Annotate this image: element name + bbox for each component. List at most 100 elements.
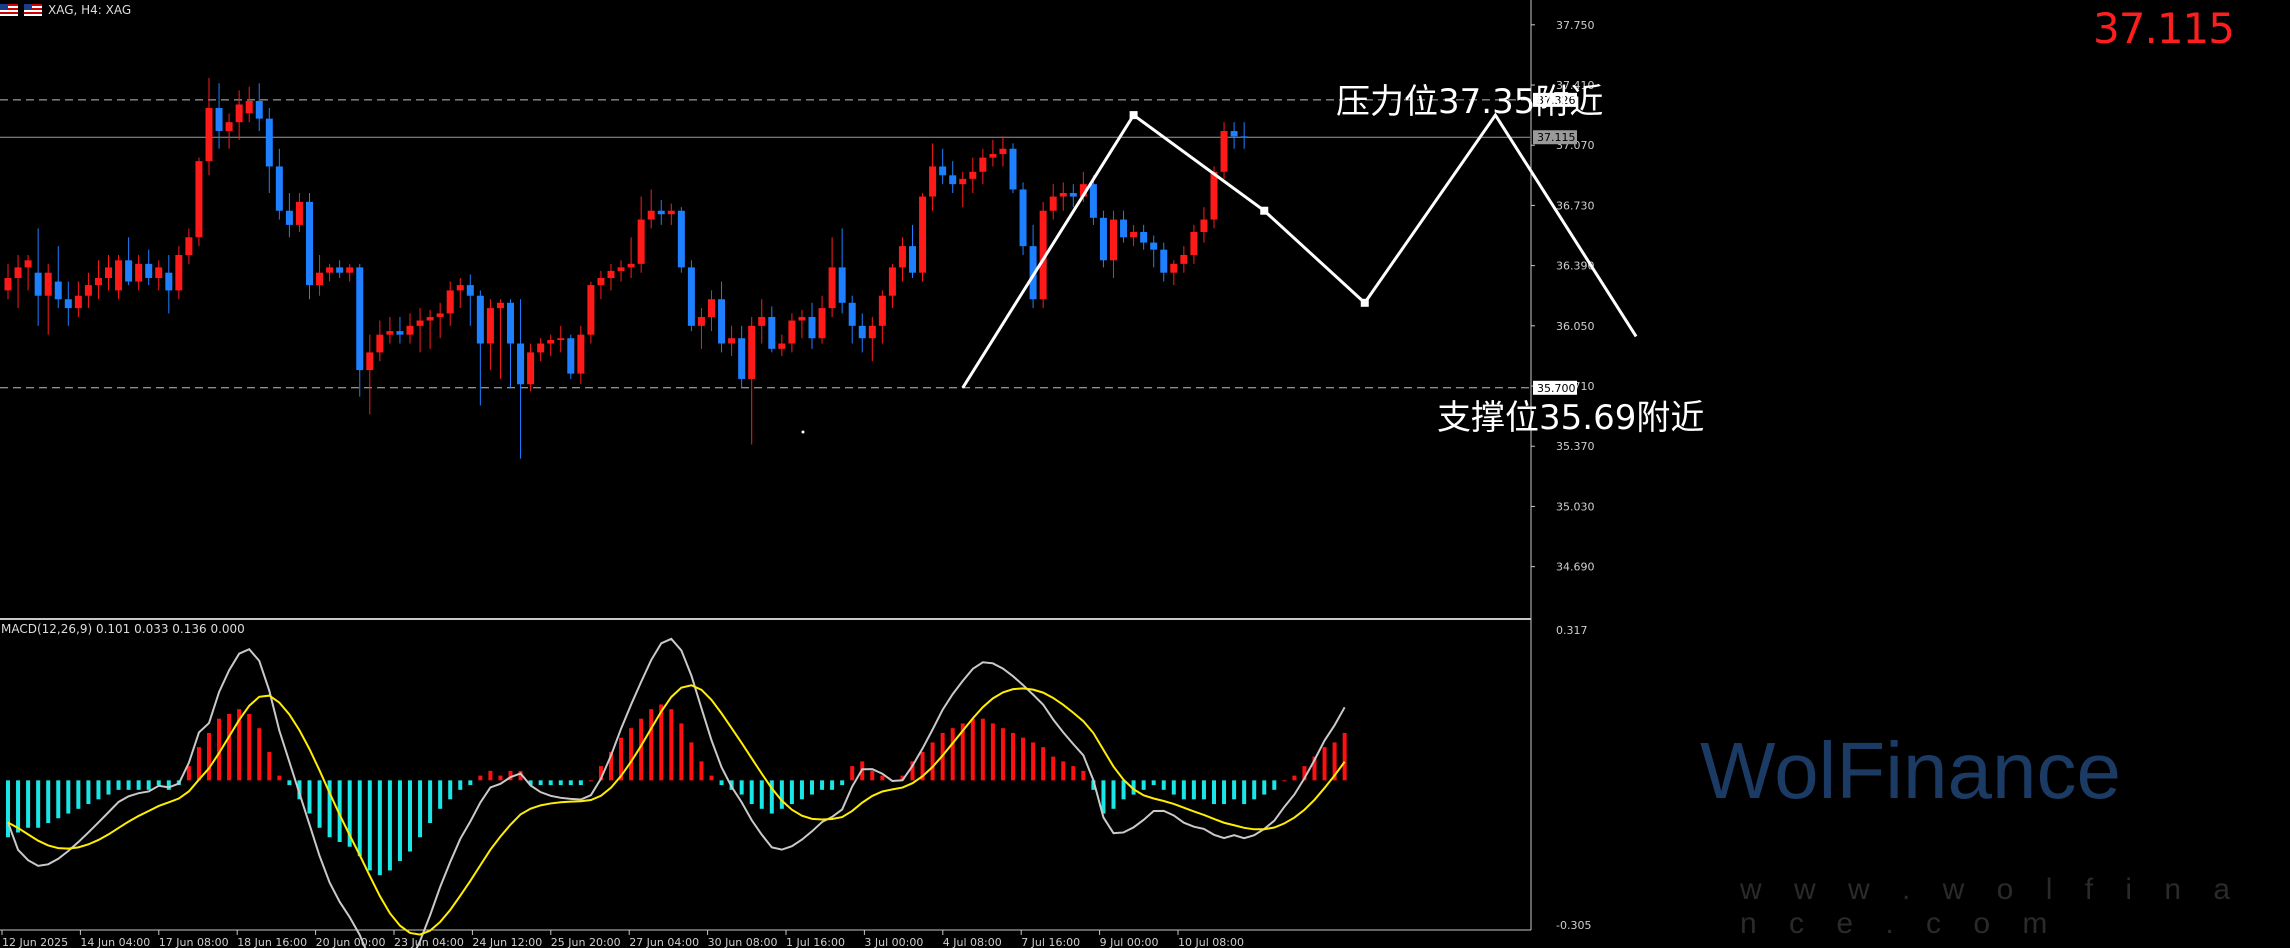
candle-body bbox=[1009, 148, 1017, 190]
candle-body bbox=[306, 201, 313, 286]
candle-body bbox=[547, 339, 555, 344]
price-tick-label: 36.390 bbox=[1556, 260, 1595, 273]
candle-body bbox=[627, 263, 635, 268]
candle-body bbox=[165, 272, 173, 291]
candle-body bbox=[657, 210, 665, 215]
macd-histogram-bar bbox=[377, 780, 382, 876]
macd-histogram-bar bbox=[789, 780, 794, 805]
candle-body bbox=[1110, 219, 1117, 261]
zigzag-vertex bbox=[1360, 298, 1369, 307]
candle-body bbox=[406, 325, 414, 335]
zigzag-vertex bbox=[1129, 111, 1138, 120]
candle-body bbox=[728, 338, 736, 344]
macd-histogram-bar bbox=[749, 780, 754, 805]
macd-histogram-bar bbox=[116, 780, 121, 790]
candle-body bbox=[1069, 193, 1077, 197]
candle-body bbox=[828, 267, 836, 309]
macd-histogram-bar bbox=[387, 780, 392, 871]
macd-histogram-bar bbox=[548, 780, 553, 786]
macd-histogram-bar bbox=[146, 780, 151, 790]
macd-histogram-bar bbox=[56, 780, 61, 819]
candle-body bbox=[1099, 217, 1107, 261]
macd-histogram-bar bbox=[619, 737, 624, 781]
candle-body bbox=[778, 343, 786, 349]
candle-body bbox=[1220, 131, 1228, 172]
candle-body bbox=[235, 104, 243, 123]
candle-body bbox=[959, 178, 967, 185]
macd-histogram-bar bbox=[799, 780, 804, 800]
candle-body bbox=[878, 295, 886, 326]
macd-histogram-bar bbox=[1121, 780, 1126, 800]
candle-body bbox=[848, 302, 856, 326]
macd-histogram-bar bbox=[850, 766, 855, 781]
trend-zigzag-line bbox=[961, 112, 1638, 389]
candle-body bbox=[1190, 231, 1198, 255]
macd-histogram-bar bbox=[156, 780, 161, 786]
macd-histogram-bar bbox=[598, 766, 603, 781]
time-tick-label: 17 Jun 08:00 bbox=[159, 936, 229, 948]
candle-body bbox=[215, 108, 223, 132]
macd-line bbox=[7, 637, 1346, 948]
time-tick-label: 23 Jun 04:00 bbox=[394, 936, 464, 948]
candle-body bbox=[607, 270, 615, 279]
macd-signal-line bbox=[7, 684, 1346, 936]
candle-body bbox=[1230, 131, 1238, 137]
macd-histogram-bar bbox=[1322, 747, 1327, 781]
price-tick-label: 36.730 bbox=[1556, 199, 1595, 212]
candle-body bbox=[486, 308, 494, 344]
candle-body bbox=[1049, 196, 1057, 211]
candle-body bbox=[476, 295, 484, 344]
candle-body bbox=[687, 267, 695, 326]
candle-body bbox=[637, 219, 645, 264]
macd-histogram-bar bbox=[1181, 780, 1186, 800]
candle-body bbox=[14, 267, 22, 279]
price-marker-box bbox=[1533, 380, 1577, 395]
macd-histogram-bar bbox=[578, 780, 583, 786]
candle-body bbox=[44, 272, 52, 296]
macd-histogram-bar bbox=[588, 780, 593, 782]
price-marker-label: 35.700 bbox=[1537, 382, 1576, 395]
macd-histogram-bar bbox=[1071, 766, 1076, 781]
candle-body bbox=[898, 246, 906, 268]
time-tick-label: 24 Jun 12:00 bbox=[472, 936, 542, 948]
macd-histogram-bar bbox=[870, 770, 875, 781]
macd-histogram-bar bbox=[1161, 780, 1166, 790]
watermark-url: w w w . w o l f i n a n c e . c o m bbox=[1740, 873, 2243, 940]
macd-histogram-bar bbox=[217, 718, 222, 781]
macd-histogram-bar bbox=[759, 780, 764, 809]
macd-histogram-bar bbox=[508, 770, 513, 781]
candle-body bbox=[145, 263, 153, 279]
candle-body bbox=[285, 210, 293, 225]
candle-body bbox=[1140, 231, 1148, 243]
macd-histogram-bar bbox=[1191, 780, 1196, 800]
candle-body bbox=[275, 166, 283, 211]
candle-body bbox=[316, 272, 324, 286]
candle-body bbox=[1130, 231, 1138, 238]
candle-body bbox=[999, 148, 1007, 155]
macd-histogram-bar bbox=[649, 709, 654, 781]
macd-histogram-bar bbox=[66, 780, 71, 814]
candle-body bbox=[1210, 171, 1218, 220]
macd-histogram-bar bbox=[820, 780, 825, 790]
macd-histogram-bar bbox=[639, 718, 644, 781]
macd-histogram-bar bbox=[1021, 737, 1026, 781]
macd-histogram-bar bbox=[1302, 766, 1307, 781]
candle-body bbox=[768, 316, 776, 349]
price-marker-box bbox=[1533, 92, 1577, 107]
candle-body bbox=[396, 331, 404, 335]
candle-body bbox=[456, 285, 464, 291]
price-marker-label: 37.115 bbox=[1537, 131, 1576, 144]
candle-body bbox=[84, 285, 92, 296]
macd-histogram-bar bbox=[488, 770, 493, 781]
macd-histogram-bar bbox=[1000, 728, 1005, 781]
time-tick-label: 7 Jul 16:00 bbox=[1021, 936, 1080, 948]
candle-body bbox=[1039, 210, 1047, 300]
time-tick-label: 4 Jul 08:00 bbox=[943, 936, 1002, 948]
candle-body bbox=[376, 334, 384, 353]
macd-histogram-bar bbox=[1081, 770, 1086, 781]
macd-histogram-bar bbox=[26, 780, 31, 828]
us-flag-icon bbox=[0, 4, 18, 16]
macd-histogram-bar bbox=[669, 709, 674, 781]
macd-histogram-bar bbox=[659, 704, 664, 781]
candle-body bbox=[1150, 242, 1158, 250]
